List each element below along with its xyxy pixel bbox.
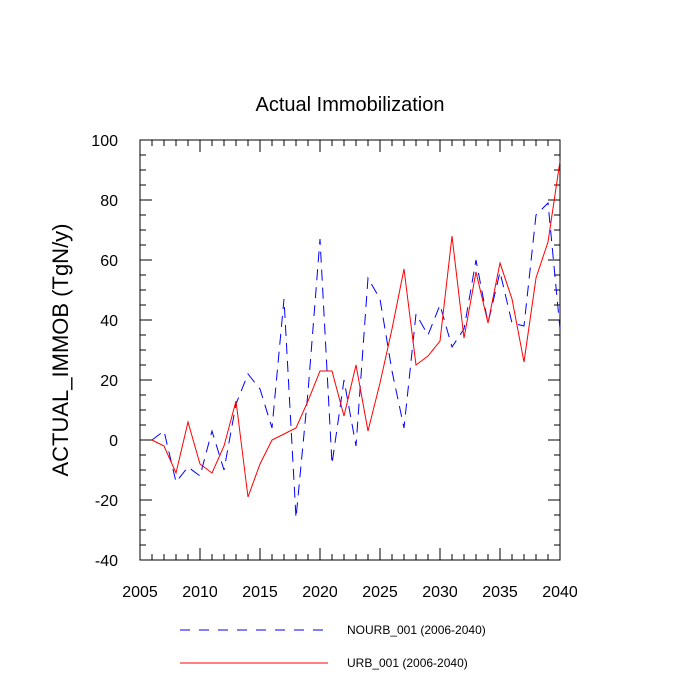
y-axis-label: ACTUAL_IMMOB (TgN/y) [48,223,73,476]
y-tick-label: 80 [100,193,118,210]
x-tick-label: 2010 [182,584,218,601]
legend-label: NOURB_001 (2006-2040) [347,623,486,637]
chart-title: Actual Immobilization [256,94,445,116]
y-tick-label: -40 [95,553,118,570]
x-tick-label: 2030 [422,584,458,601]
x-tick-label: 2005 [122,584,158,601]
y-tick-label: 20 [100,373,118,390]
legend: NOURB_001 (2006-2040) URB_001 (2006-2040) [180,623,486,670]
x-tick-label: 2025 [362,584,398,601]
y-tick-label: 100 [91,133,118,150]
axis-ticks: 2005 2010 2015 2020 2025 2030 2035 2040-40-2002… [91,133,578,601]
plot-frame [139,139,561,561]
series-line-urb-001 [151,160,561,498]
legend-label: URB_001 (2006-2040) [347,656,468,670]
y-tick-label: 40 [100,313,118,330]
x-tick-label: 2015 [242,584,278,601]
y-tick-label: 60 [100,253,118,270]
x-tick-label: 2035 [482,584,518,601]
x-tick-label: 2020 [302,584,338,601]
y-tick-label: -20 [95,493,118,510]
series-line-nourb-001 [151,201,561,519]
y-tick-label: 0 [109,433,118,450]
series-layer [151,160,561,519]
x-tick-label: 2040 [542,584,578,601]
